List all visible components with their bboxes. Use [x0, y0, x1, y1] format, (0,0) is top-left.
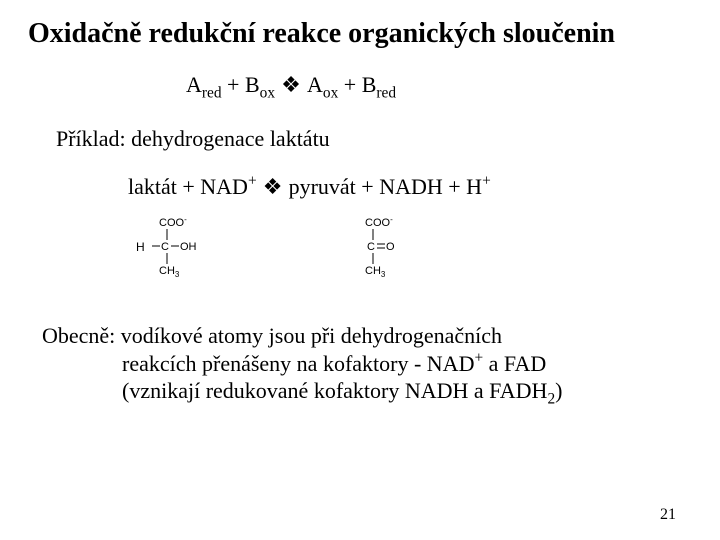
species-a-ox: Aox: [307, 72, 338, 97]
summary-line-3: (vznikají redukované kofaktory NADH a FA…: [42, 377, 692, 405]
svg-text:CH3: CH3: [365, 265, 386, 278]
reactant-nad: + NAD+: [182, 174, 256, 199]
reaction-arrow-icon: ❖: [257, 174, 289, 199]
summary-line-2: reakcích přenášeny na kofaktory - NAD+ a…: [42, 350, 692, 378]
reaction-arrow-icon: ❖: [275, 72, 307, 97]
species-a-red: Ared: [186, 72, 222, 97]
example-heading: Příklad: dehydrogenace laktátu: [56, 126, 692, 152]
pyruvate-structure: COO- C O CH3: [353, 216, 409, 278]
plus-sign: +: [338, 72, 361, 97]
svg-text:COO-: COO-: [159, 216, 187, 229]
summary-text: Obecně: vodíkové atomy jsou při dehydrog…: [42, 322, 692, 405]
reactant-lactate: laktát: [128, 174, 182, 199]
svg-text:C: C: [367, 241, 375, 253]
svg-text:C: C: [161, 241, 169, 253]
generic-redox-equation: Ared + Box ❖ Aox + Bred: [186, 72, 692, 98]
svg-text:COO-: COO-: [365, 216, 393, 229]
lactate-svg: COO- C OH CH3: [147, 216, 203, 278]
svg-text:O: O: [386, 241, 395, 253]
product-pyruvate-nadh: pyruvát + NADH + H+: [289, 174, 491, 199]
hydrogen-label: H: [136, 240, 145, 254]
summary-line-1: Obecně: vodíkové atomy jsou při dehydrog…: [42, 322, 692, 350]
lactate-equation: laktát + NAD+ ❖ pyruvát + NADH + H+: [128, 174, 692, 200]
plus-sign: +: [222, 72, 245, 97]
lactate-structure: H COO- C OH CH3: [136, 216, 203, 278]
svg-text:OH: OH: [180, 241, 197, 253]
structure-row: H COO- C OH CH3 COO- C: [136, 216, 692, 278]
svg-text:CH3: CH3: [159, 265, 180, 278]
pyruvate-svg: COO- C O CH3: [353, 216, 409, 278]
page-title: Oxidačně redukční reakce organických slo…: [28, 18, 692, 50]
species-b-red: Bred: [362, 72, 396, 97]
species-b-ox: Box: [245, 72, 275, 97]
page-number: 21: [660, 506, 676, 524]
